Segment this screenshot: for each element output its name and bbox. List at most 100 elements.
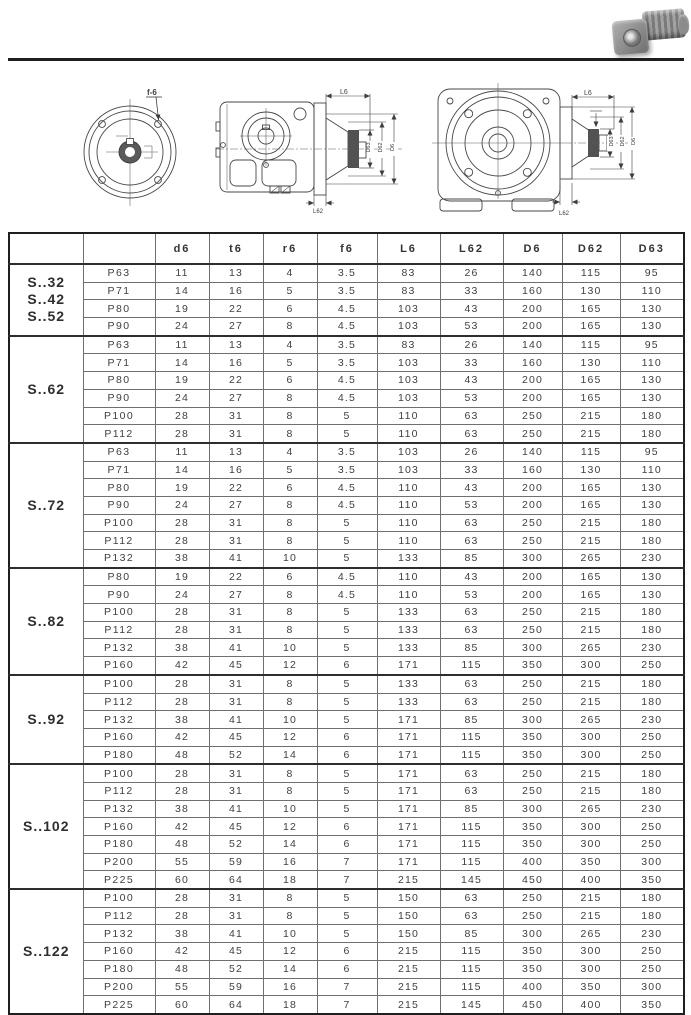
value-cell-D62: 165	[561, 299, 621, 319]
series-group-cell: S..72	[8, 441, 84, 569]
value-cell-D62: 130	[561, 460, 621, 480]
value-cell-r6: 8	[262, 620, 318, 640]
value-cell-D63: 180	[619, 424, 685, 444]
value-cell-d6: 19	[154, 371, 210, 390]
value-cell-r6: 8	[262, 495, 318, 515]
value-cell-t6: 13	[208, 441, 264, 462]
value-cell-f6: 7	[316, 977, 378, 997]
column-header-t6: t6	[208, 232, 264, 265]
value-cell-d6: 28	[154, 620, 210, 640]
value-cell-r6: 16	[262, 977, 318, 997]
value-cell-r6: 8	[262, 906, 318, 926]
value-cell-L62: 43	[439, 299, 504, 319]
value-cell-L62: 43	[439, 478, 504, 497]
column-header-L62: L62	[439, 232, 504, 265]
model-cell: P112	[82, 906, 156, 926]
value-cell-r6: 12	[262, 727, 318, 747]
value-cell-D62: 215	[561, 424, 621, 444]
value-cell-D62: 300	[561, 959, 621, 979]
value-cell-f6: 4.5	[316, 299, 378, 319]
model-cell: P71	[82, 353, 156, 373]
value-cell-f6: 4.5	[316, 478, 378, 497]
value-cell-f6: 3.5	[316, 353, 378, 373]
value-cell-L6: 171	[376, 835, 441, 854]
value-cell-d6: 24	[154, 495, 210, 515]
value-cell-t6: 59	[208, 852, 264, 872]
value-cell-t6: 52	[208, 835, 264, 854]
value-cell-t6: 22	[208, 371, 264, 390]
value-cell-f6: 4.5	[316, 495, 378, 515]
model-cell: P90	[82, 388, 156, 408]
value-cell-D62: 115	[561, 262, 621, 283]
value-cell-L62: 63	[439, 692, 504, 712]
value-cell-D6: 250	[502, 763, 563, 783]
value-cell-L62: 115	[439, 942, 504, 961]
value-cell-d6: 14	[154, 281, 210, 301]
value-cell-D63: 130	[619, 585, 685, 605]
series-group-cell: S..92	[8, 673, 84, 765]
value-cell-D62: 300	[561, 942, 621, 961]
value-cell-L62: 63	[439, 406, 504, 426]
value-cell-r6: 4	[262, 441, 318, 462]
value-cell-L62: 26	[439, 441, 504, 462]
series-label: S..72	[27, 496, 66, 513]
value-cell-d6: 24	[154, 585, 210, 605]
model-cell: P132	[82, 548, 156, 569]
value-cell-L62: 43	[439, 566, 504, 587]
table-row: P160 42 45 12 6 171 115 350 300 250	[9, 817, 685, 836]
value-cell-D63: 110	[619, 460, 685, 480]
value-cell-L62: 85	[439, 548, 504, 569]
value-cell-r6: 12	[262, 817, 318, 836]
value-cell-D62: 265	[561, 924, 621, 944]
header-rule	[8, 58, 684, 61]
value-cell-D63: 180	[619, 513, 685, 533]
value-cell-D62: 215	[561, 603, 621, 622]
value-cell-D63: 300	[619, 852, 685, 872]
value-cell-r6: 6	[262, 566, 318, 587]
value-cell-D6: 300	[502, 638, 563, 658]
value-cell-D63: 95	[619, 334, 685, 355]
value-cell-L62: 85	[439, 799, 504, 819]
flange-hole-label: f-6	[147, 88, 157, 97]
value-cell-r6: 8	[262, 673, 318, 694]
model-cell: P225	[82, 870, 156, 890]
value-cell-d6: 11	[154, 441, 210, 462]
dim-label-D62: D62	[620, 136, 626, 146]
value-cell-L62: 63	[439, 763, 504, 783]
table-row: P71 14 16 5 3.5 83 33 160 130 110	[9, 281, 685, 301]
value-cell-f6: 5	[316, 424, 378, 444]
value-cell-L6: 133	[376, 673, 441, 694]
value-cell-d6: 48	[154, 745, 210, 765]
value-cell-D63: 180	[619, 406, 685, 426]
value-cell-L62: 63	[439, 673, 504, 694]
model-cell: P100	[82, 888, 156, 908]
value-cell-D63: 250	[619, 817, 685, 836]
value-cell-D6: 300	[502, 924, 563, 944]
value-cell-D6: 450	[502, 995, 563, 1015]
column-header-f6: f6	[316, 232, 378, 265]
table-row: P225 60 64 18 7 215 145 450 400 350	[9, 995, 685, 1015]
dim-label-D62: D62	[378, 142, 384, 152]
value-cell-f6: 5	[316, 763, 378, 783]
value-cell-L62: 63	[439, 620, 504, 640]
value-cell-f6: 5	[316, 406, 378, 426]
value-cell-d6: 14	[154, 353, 210, 373]
value-cell-L6: 215	[376, 870, 441, 890]
value-cell-t6: 31	[208, 513, 264, 533]
value-cell-D6: 250	[502, 406, 563, 426]
table-row: P90 24 27 8 4.5 103 53 200 165 130	[9, 388, 685, 408]
value-cell-f6: 5	[316, 888, 378, 908]
value-cell-L6: 171	[376, 781, 441, 801]
value-cell-D63: 350	[619, 870, 685, 890]
value-cell-t6: 59	[208, 977, 264, 997]
value-cell-D62: 300	[561, 745, 621, 765]
value-cell-d6: 11	[154, 262, 210, 283]
table-row: P112 28 31 8 5 110 63 250 215 180	[9, 424, 685, 444]
table-row: P160 42 45 12 6 171 115 350 300 250	[9, 656, 685, 676]
value-cell-t6: 13	[208, 334, 264, 355]
value-cell-L62: 63	[439, 424, 504, 444]
value-cell-r6: 5	[262, 353, 318, 373]
value-cell-f6: 5	[316, 799, 378, 819]
value-cell-r6: 5	[262, 460, 318, 480]
value-cell-D63: 180	[619, 781, 685, 801]
